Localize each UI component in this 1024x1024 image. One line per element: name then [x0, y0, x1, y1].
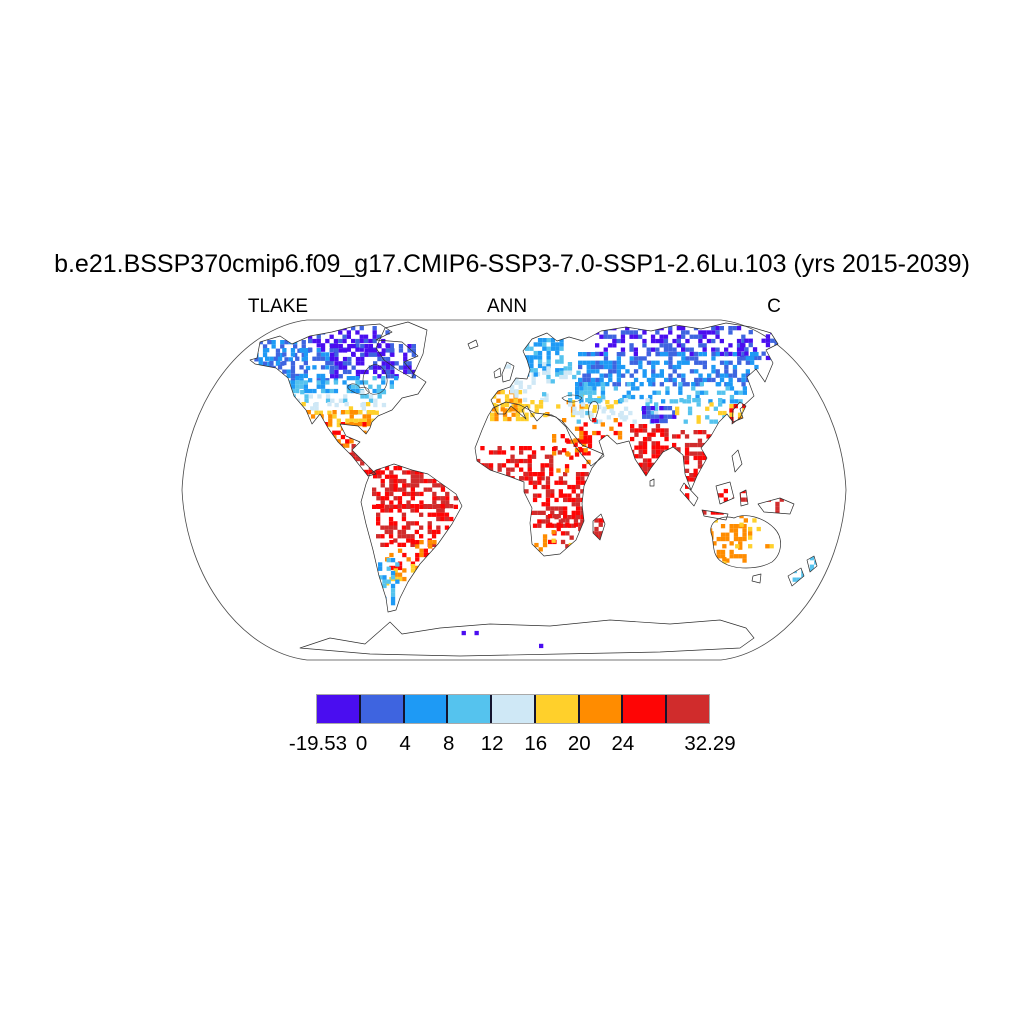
coastline — [249, 323, 427, 477]
season-label: ANN — [486, 296, 528, 317]
lake-temperature-cells — [250, 326, 817, 649]
coastline — [710, 515, 781, 569]
colorbar-box — [579, 695, 624, 723]
coastline — [731, 401, 747, 425]
colorbar-tick-label: 20 — [567, 732, 591, 755]
coastline — [757, 497, 795, 515]
colorbar-tick-label: -19.53 — [288, 732, 348, 755]
lake-outline — [561, 394, 583, 403]
colorbar-box — [535, 695, 580, 723]
coastline — [787, 567, 805, 587]
colorbar-tick-label: 16 — [524, 732, 548, 755]
colorbar-box — [492, 695, 536, 723]
colorbar-box — [623, 695, 668, 723]
coastline — [467, 339, 479, 350]
world-map — [181, 319, 847, 661]
coastline — [701, 509, 729, 521]
coastline — [715, 481, 735, 505]
coastline — [739, 489, 749, 507]
colorbar-box — [360, 695, 405, 723]
coastline — [375, 321, 428, 379]
map-projection-border — [181, 319, 847, 661]
colorbar-box — [404, 695, 449, 723]
coastline — [501, 361, 515, 383]
coastline — [751, 573, 762, 584]
colorbar-tick-label: 12 — [480, 732, 504, 755]
units-label: C — [767, 296, 781, 317]
coastline — [360, 463, 463, 613]
colorbar-box — [317, 695, 361, 723]
colorbar-tick-label: 24 — [611, 732, 635, 755]
coastlines — [249, 321, 818, 657]
variable-label: TLAKE — [247, 296, 309, 317]
lake-outline — [347, 383, 370, 395]
coastline — [592, 513, 606, 541]
plot-title: b.e21.BSSP370cmip6.f09_g17.CMIP6-SSP3-7.… — [54, 250, 970, 278]
coastline — [493, 367, 502, 379]
inland-water-outlines — [347, 364, 599, 422]
coastline — [649, 478, 655, 487]
colorbar-tick-label: 4 — [399, 732, 411, 755]
colorbar-tick-label: 8 — [442, 732, 455, 755]
coastline — [299, 619, 755, 657]
colorbar — [316, 694, 710, 724]
lake-outline — [588, 401, 599, 422]
lake-outline — [362, 364, 388, 395]
coastline — [731, 449, 743, 473]
coastline — [806, 555, 818, 573]
colorbar-tick-label: 0 — [355, 732, 368, 755]
colorbar-box — [448, 695, 493, 723]
colorbar-box — [667, 695, 710, 723]
coastline — [679, 482, 699, 507]
coastline — [490, 322, 779, 491]
colorbar-tick-label: 32.29 — [684, 732, 736, 755]
